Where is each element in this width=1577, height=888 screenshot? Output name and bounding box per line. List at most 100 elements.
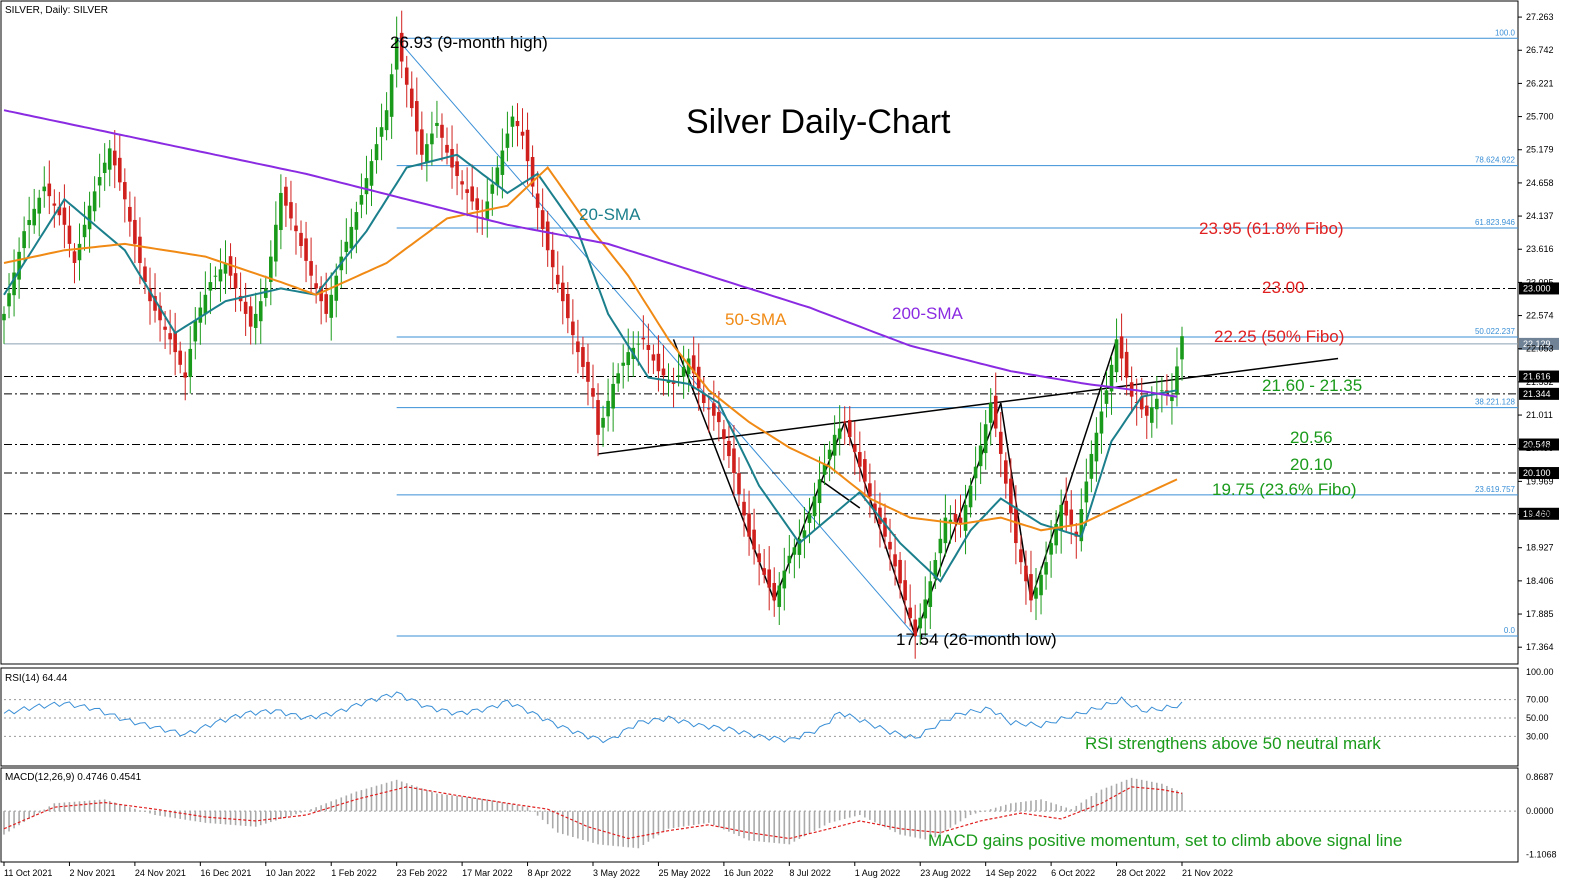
candle-body: [762, 568, 766, 575]
candle-body: [1049, 543, 1053, 555]
candle-body: [42, 186, 47, 192]
candle-body: [1155, 398, 1159, 410]
candle-body: [1180, 336, 1184, 360]
candle-body: [1114, 339, 1119, 373]
candle-body: [440, 124, 444, 138]
candle-body: [1039, 574, 1043, 596]
level-price-label: 20.548: [1523, 440, 1551, 450]
candle-body: [837, 428, 842, 439]
candle-body: [747, 513, 751, 537]
candle-body: [545, 221, 550, 251]
date-tick-label: 10 Jan 2022: [266, 868, 316, 878]
price-tick-label: 26.221: [1526, 78, 1554, 88]
candle-body: [515, 120, 520, 127]
candle-body: [1079, 509, 1084, 542]
rsi-line: [3, 691, 1183, 744]
candle-body: [92, 191, 97, 212]
candle-body: [858, 452, 862, 467]
rsi-tick-label: 30.00: [1526, 731, 1549, 741]
candle-body: [435, 122, 439, 126]
annotation-fib-618: 23.95 (61.8% Fibo): [1199, 219, 1344, 238]
panel-frame-1: [0, 667, 1519, 767]
candle-body: [873, 503, 877, 512]
annotation-20-10: 20.10: [1290, 455, 1333, 474]
candle-body: [591, 388, 595, 397]
price-tick-label: 24.137: [1526, 211, 1554, 221]
rsi-tick-label: 50.00: [1526, 713, 1549, 723]
candle-body: [324, 294, 328, 314]
candle-body: [243, 301, 248, 314]
macd-tick-label: 0.8687: [1526, 772, 1554, 782]
candle-body: [223, 262, 228, 274]
candle-body: [409, 88, 414, 109]
candle-body: [163, 326, 167, 330]
candle-body: [520, 131, 525, 136]
price-tick-label: 19.969: [1526, 476, 1554, 486]
fib-level-label: 78.624.922: [1475, 156, 1516, 165]
candle-body: [727, 440, 731, 457]
candle-body: [616, 373, 620, 384]
candle-body: [1109, 364, 1114, 392]
candle-body: [258, 301, 263, 322]
candle-body: [737, 473, 741, 495]
candle-body: [198, 307, 203, 323]
candle-body: [52, 203, 57, 206]
candle-body: [404, 67, 409, 85]
sma50-label: 50-SMA: [725, 310, 787, 329]
candle-body: [560, 282, 565, 302]
macd-tick-label: -1.1068: [1526, 849, 1557, 859]
candle-body: [606, 400, 610, 417]
candle-body: [148, 288, 152, 302]
candle-body: [430, 133, 434, 145]
candle-body: [143, 266, 147, 283]
candle-body: [550, 249, 555, 268]
candle-body: [1089, 453, 1094, 479]
candle-body: [576, 341, 580, 353]
candle-body: [72, 251, 77, 263]
candle-body: [364, 178, 369, 195]
fib-level-label: 23.619.757: [1475, 485, 1516, 494]
candle-body: [822, 464, 827, 475]
level-price-label: 19.460: [1523, 509, 1551, 519]
candle-body: [948, 519, 953, 524]
candle-body: [233, 273, 238, 289]
macd-note: MACD gains positive momentum, set to cli…: [928, 831, 1402, 850]
candle-body: [82, 224, 87, 238]
price-tick-label: 17.364: [1526, 642, 1554, 652]
fib-level-label: 100.0: [1495, 28, 1516, 37]
annotation-fib-50: 22.25 (50% Fibo): [1214, 327, 1344, 346]
candle-body: [465, 189, 469, 193]
candle-body: [646, 345, 651, 350]
annotation-fib-236: 19.75 (23.6% Fibo): [1212, 480, 1357, 499]
candle-body: [898, 559, 902, 584]
candle-body: [269, 256, 273, 282]
candle-body: [495, 167, 500, 186]
candle-body: [77, 243, 82, 261]
date-tick-label: 16 Jun 2022: [724, 868, 774, 878]
candle-body: [188, 348, 193, 378]
candle-body: [903, 580, 907, 601]
candle-body: [1119, 336, 1124, 359]
candle-body: [455, 161, 459, 176]
level-price-box: [1519, 507, 1559, 520]
sma200-label: 200-SMA: [892, 304, 964, 323]
rsi-label: RSI(14) 64.44: [5, 673, 68, 684]
indicator-panels: 100.00 70.00 50.00 30.00 0.8687 0.0000 -1.1068: [3, 667, 1557, 859]
candle-body: [158, 305, 162, 321]
candle-body: [1069, 509, 1074, 527]
date-axis: 11 Oct 2021 2 Nov 2021 24 Nov 2021 16 Dec 2…: [3, 862, 1233, 878]
price-tick-label: 21.011: [1526, 410, 1553, 420]
candle-body: [1124, 351, 1129, 378]
candle-body: [193, 320, 198, 342]
candle-body: [178, 350, 182, 365]
candle-body: [37, 197, 42, 214]
level-price-box: [1519, 370, 1559, 383]
candle-body: [928, 581, 933, 607]
candle-body: [359, 195, 364, 205]
candle-body: [1014, 508, 1018, 544]
candle-body: [490, 184, 495, 194]
candle-body: [1175, 366, 1179, 395]
candle-body: [621, 362, 626, 366]
candle-body: [742, 501, 746, 516]
